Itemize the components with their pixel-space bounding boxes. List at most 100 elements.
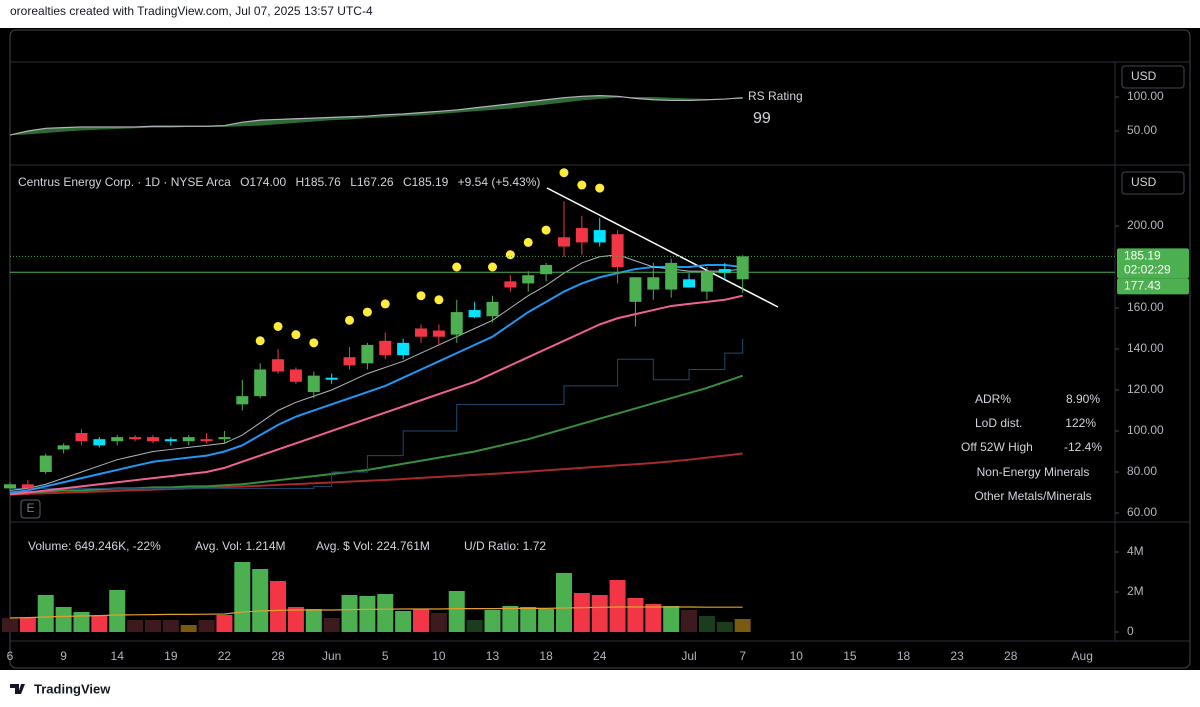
x-tick-label: 28 [1004,649,1018,663]
volume-legend: Volume: 649.246K, -22% [28,539,161,553]
volume-bar [430,613,447,632]
volume-bar [127,620,144,632]
volume-bar [323,618,340,632]
footer-logo: TradingView [34,681,111,696]
x-tick-label: 13 [486,649,500,663]
volume-bar [502,606,519,632]
currency-button[interactable] [1121,171,1185,195]
moving-average [10,338,744,489]
x-tick-label: Jul [681,649,696,663]
volume-bar [484,610,501,632]
volume-bar [162,620,179,632]
trendline [546,187,779,308]
earnings-badge[interactable] [20,499,41,519]
y-tick-label: 0 [1127,624,1134,638]
candle-body [93,439,106,446]
price-legend: Centrus Energy Corp. · 1D · NYSE Arca O1… [18,175,540,189]
candle-body [146,437,159,442]
candle-body [736,256,749,280]
y-tick-label: 160.00 [1127,300,1164,314]
signal-dot [577,180,587,190]
x-tick-label: 14 [111,649,125,663]
signal-dot [595,183,605,193]
legend-low: L167.26 [350,175,394,189]
x-tick-label: 5 [382,649,389,663]
x-tick-label: 28 [271,649,285,663]
x-tick-label: 10 [790,649,804,663]
candle-body [718,269,731,274]
volume-bar [520,607,537,632]
volume-bar [341,595,358,632]
volume-bar [681,610,698,632]
volume-legend: Avg. $ Vol: 224.761M [316,539,430,553]
volume-bar [216,615,233,632]
x-tick-label: Jun [322,649,341,663]
x-tick-label: 24 [593,649,607,663]
volume-legend: Avg. Vol: 1.214M [195,539,286,553]
candle-body [611,234,624,268]
y-tick-label: 140.00 [1127,341,1164,355]
signal-dot [345,315,355,325]
volume-bar [91,616,108,632]
x-tick-label: 18 [539,649,553,663]
last-price-label: 185.19 [1124,249,1161,263]
candle-body [325,377,338,380]
candle-body [21,484,34,489]
candle-body [450,312,463,335]
candle-body [647,277,660,290]
y-tick-label: 2M [1127,584,1144,598]
legend-close: C185.19 [403,175,449,189]
currency-button[interactable] [1121,65,1185,89]
volume-bar [627,598,644,632]
candle-body [129,437,142,440]
y-tick-label: 200.00 [1127,218,1164,232]
currency-label: USD [1131,69,1157,83]
candle-body [540,264,553,275]
signal-dot [380,299,390,309]
y-tick-label: 4M [1127,544,1144,558]
level-label: 177.43 [1124,279,1161,293]
candle-body [486,301,499,317]
countdown-label: 02:02:29 [1124,263,1171,277]
signal-dot [505,250,515,260]
x-tick-label: Aug [1072,649,1093,663]
x-tick-label: 9 [60,649,67,663]
volume-bar [55,607,72,632]
rs-line [9,95,743,136]
signal-dot [255,336,265,346]
legend-change: +9.54 (+5.43%) [458,175,541,189]
candle-body [415,328,428,337]
candle-body [236,396,249,405]
candle-body [432,330,445,337]
candle-body [75,433,88,442]
candle-body [522,275,535,284]
candle-body [504,281,517,288]
volume-bar [395,611,412,632]
volume-bar [734,619,751,632]
candle-body [289,369,302,382]
plot-area: 50.00 100.00 60.00 80.00 100.00 120.00 140.00 1… [2,89,1189,663]
moving-average [9,294,743,496]
rs-value: 99 [753,110,771,127]
stat-label: ADR% [975,392,1011,406]
stat-value: -12.4% [1064,440,1102,454]
volume-bar [37,595,54,632]
candle-body [593,230,606,243]
symbol-title: Centrus Energy Corp. · 1D · NYSE Arca [18,175,231,189]
industry: Other Metals/Minerals [974,489,1091,503]
x-tick-label: 15 [843,649,857,663]
signal-dot [362,307,372,317]
rs-title: RS Rating [748,89,803,103]
x-tick-label: 10 [432,649,446,663]
level-label-box [1117,278,1189,295]
volume-bar [305,609,322,632]
signal-dot [523,237,533,247]
y-tick-label: 60.00 [1127,505,1157,519]
candle-body [111,437,124,442]
y-tick-label: 50.00 [1127,123,1157,137]
candle-body [164,439,177,442]
signal-dot [559,168,569,178]
x-tick-label: 6 [7,649,14,663]
candle-body [307,375,320,393]
